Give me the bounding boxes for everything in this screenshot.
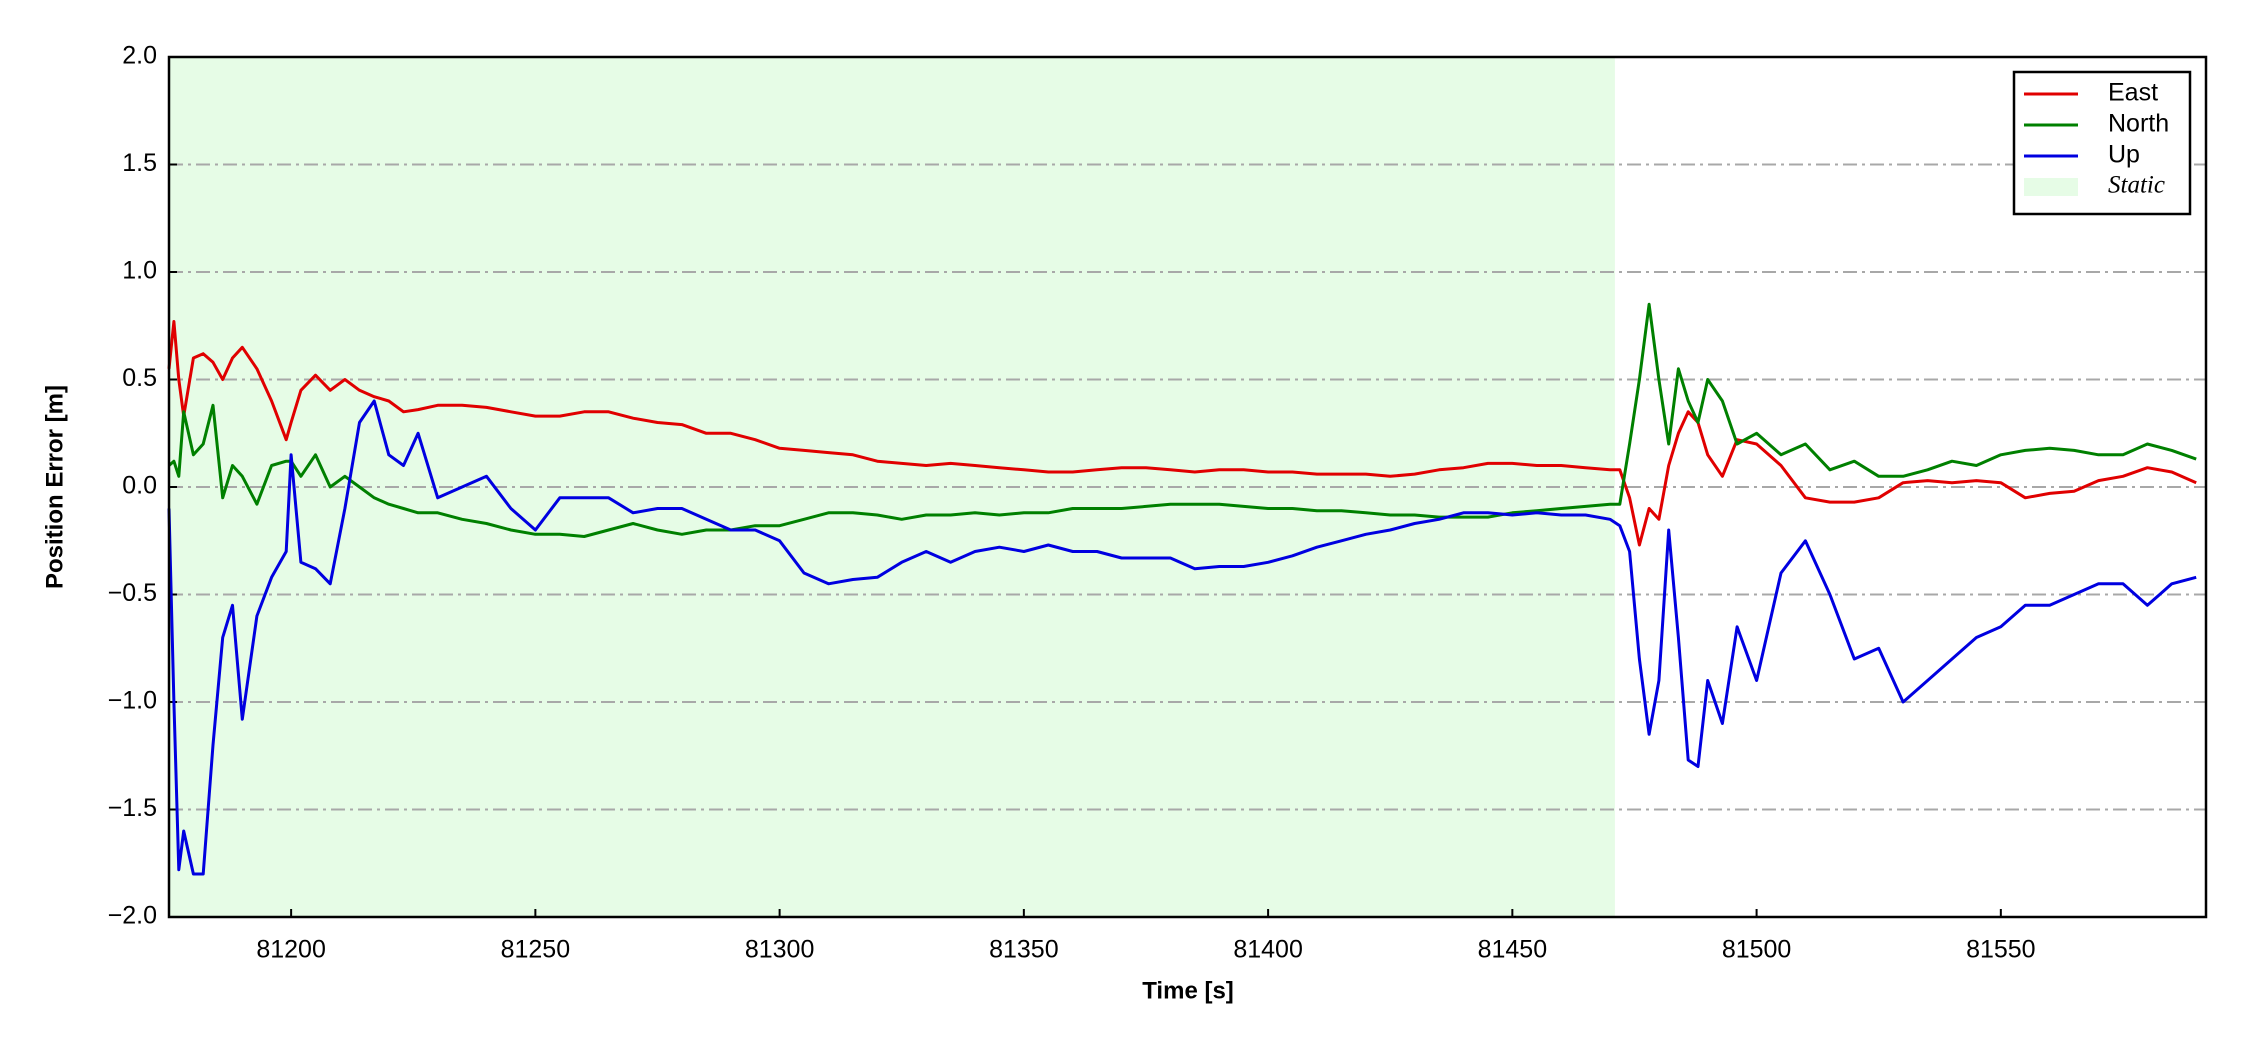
y-tick-label: −0.5 xyxy=(108,579,157,607)
x-tick-label: 81250 xyxy=(501,936,571,964)
y-tick-label: −1.0 xyxy=(108,687,157,715)
y-tick-label: 1.5 xyxy=(122,149,157,177)
y-tick-label: −1.5 xyxy=(108,794,157,822)
legend-label: Static xyxy=(2108,172,2165,199)
legend-swatch xyxy=(2024,178,2078,196)
legend-label: Up xyxy=(2108,141,2140,169)
line-east xyxy=(167,320,2197,547)
line-north xyxy=(168,302,2197,538)
line-up xyxy=(167,399,2197,876)
x-tick-label: 81450 xyxy=(1478,936,1548,964)
y-tick-label: 1.0 xyxy=(122,257,157,285)
y-tick-label: 0.5 xyxy=(122,364,157,392)
y-tick-label: 0.0 xyxy=(122,472,157,500)
x-tick-label: 81550 xyxy=(1966,936,2036,964)
y-tick-label: −2.0 xyxy=(108,902,157,930)
legend-label: North xyxy=(2108,110,2169,138)
x-tick-label: 81400 xyxy=(1233,936,1303,964)
x-tick-label: 81300 xyxy=(745,936,815,964)
legend-label: East xyxy=(2108,79,2158,107)
x-tick-label: 81200 xyxy=(256,936,326,964)
plot-frame xyxy=(167,55,2208,919)
x-tick-label: 81350 xyxy=(989,936,1059,964)
y-tick-label: 2.0 xyxy=(122,42,157,70)
x-tick-label: 81500 xyxy=(1722,936,1792,964)
y-axis-label: Position Error [m] xyxy=(41,385,68,589)
x-axis-label: Time [s] xyxy=(1142,977,1234,1004)
